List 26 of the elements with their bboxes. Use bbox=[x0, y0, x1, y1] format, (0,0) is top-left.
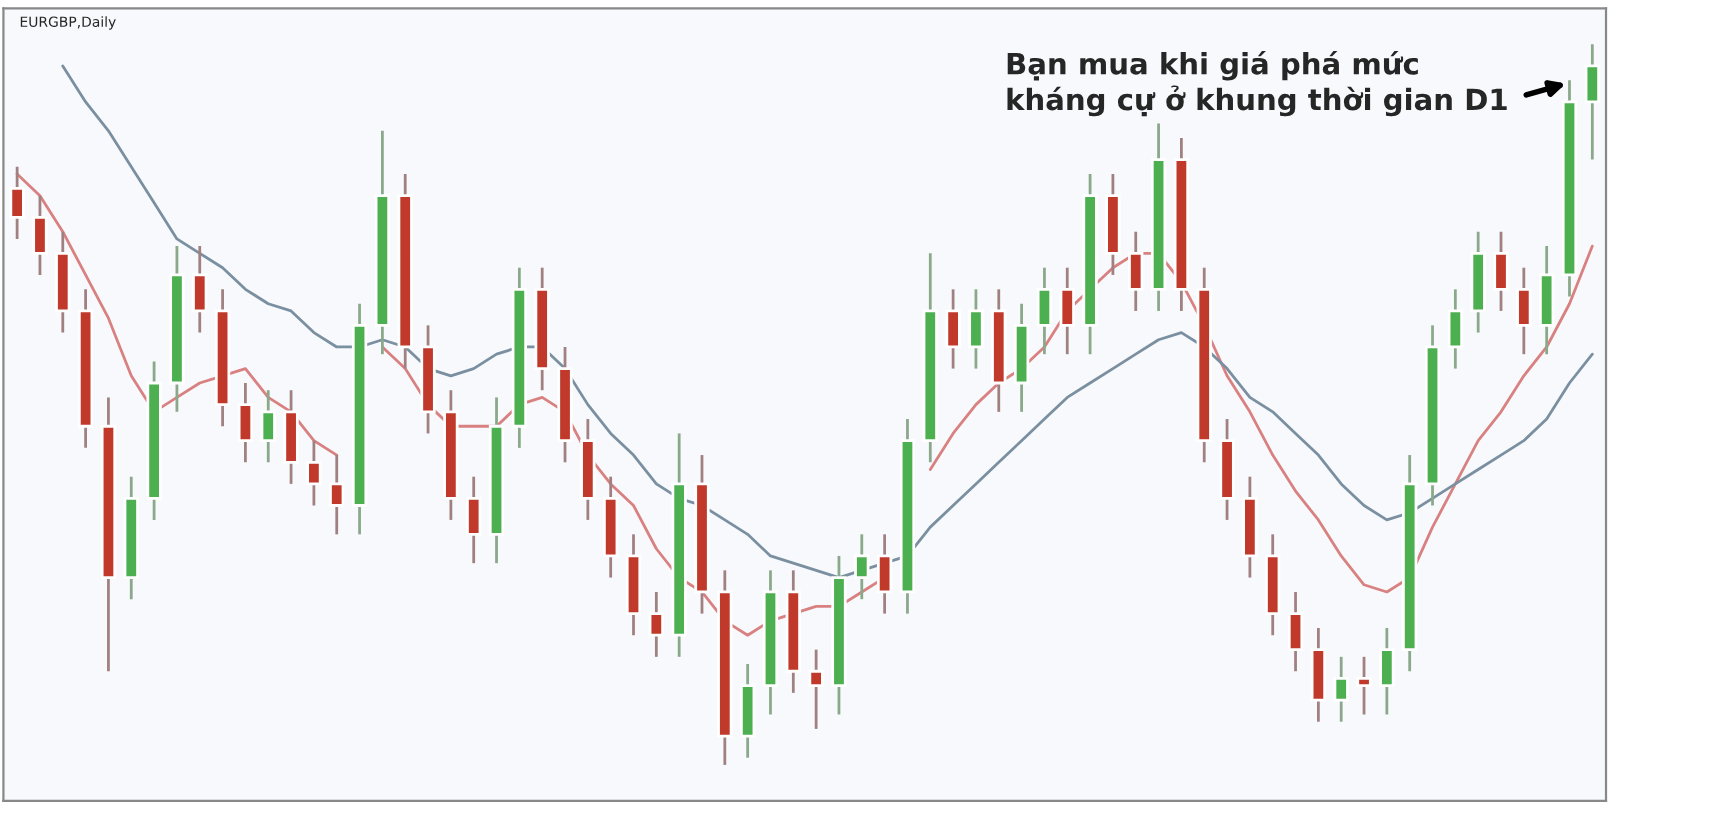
candlestick bbox=[1584, 42, 1600, 162]
candlestick bbox=[466, 475, 482, 565]
candlestick bbox=[1493, 230, 1509, 313]
candlestick bbox=[237, 381, 254, 464]
candlestick bbox=[648, 590, 664, 659]
candlestick bbox=[854, 532, 870, 601]
candlestick bbox=[968, 287, 984, 370]
candlestick bbox=[1333, 655, 1349, 724]
candlestick bbox=[306, 439, 322, 507]
candlestick bbox=[1447, 287, 1464, 370]
candlestick bbox=[876, 532, 893, 615]
candlestick bbox=[1379, 626, 1395, 716]
candlestick bbox=[329, 453, 345, 536]
candlestick bbox=[945, 287, 961, 370]
candlestick bbox=[9, 165, 25, 241]
candlestick bbox=[1128, 230, 1144, 313]
candlestick bbox=[32, 194, 48, 277]
candlestick bbox=[1036, 266, 1053, 356]
candlestick bbox=[808, 648, 824, 731]
candlestick bbox=[1059, 266, 1075, 356]
candlestick bbox=[1356, 655, 1372, 716]
annotation: Bạn mua khi giá phá mức kháng cự ở khung thời gian D1 bbox=[1007, 50, 1507, 117]
candlestick bbox=[192, 244, 208, 334]
candlestick bbox=[260, 388, 276, 464]
candlestick bbox=[1287, 590, 1304, 673]
candlestick bbox=[1516, 266, 1532, 356]
